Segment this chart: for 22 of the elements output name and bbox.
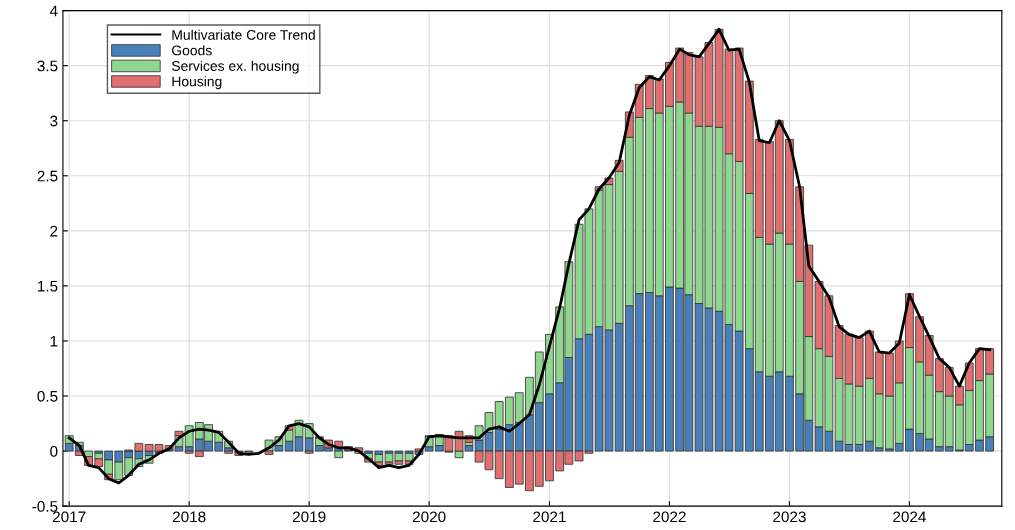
x-tick-label: 2017 bbox=[52, 511, 86, 523]
y-tick-label: 2 bbox=[50, 225, 58, 237]
x-tick-label: 2022 bbox=[653, 511, 686, 523]
y-tick-label: -0.5 bbox=[32, 501, 58, 512]
y-tick-label: 3 bbox=[50, 115, 58, 127]
x-tick-label: 2024 bbox=[893, 511, 926, 523]
y-tick-label: 4 bbox=[49, 5, 58, 17]
y-tick-label: 1 bbox=[50, 335, 58, 347]
x-tick-label: 2019 bbox=[292, 511, 326, 523]
y-tick-label: 3.5 bbox=[37, 60, 58, 72]
x-tick-label: 2021 bbox=[533, 511, 566, 523]
y-tick-label: 2.5 bbox=[37, 170, 58, 182]
x-tick-label: 2023 bbox=[773, 511, 806, 523]
legend-label: Goods bbox=[172, 45, 212, 56]
x-tick-label: 2020 bbox=[412, 511, 446, 523]
y-tick-label: 1.5 bbox=[38, 280, 58, 292]
y-tick-label: 0 bbox=[50, 445, 58, 457]
y-tick-label: 0.5 bbox=[37, 390, 58, 402]
legend-label: Housing bbox=[172, 76, 222, 90]
legend-label: Services ex. housing bbox=[171, 60, 299, 74]
legend-label: Multivariate Core Trend bbox=[172, 29, 315, 40]
x-tick-label: 2018 bbox=[172, 511, 206, 523]
